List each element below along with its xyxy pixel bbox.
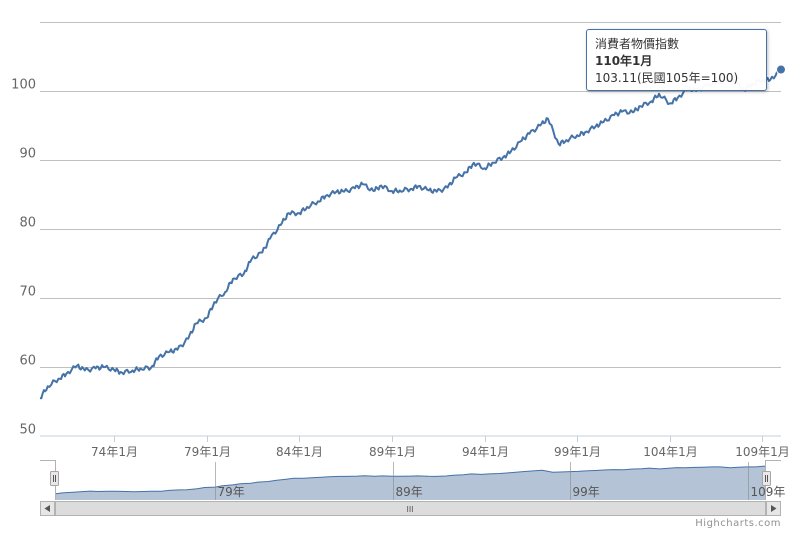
series-line[interactable] — [39, 68, 782, 400]
tooltip-date: 110年1月 — [595, 54, 653, 68]
x-tick-label: 109年1月 — [735, 445, 790, 459]
navigator-area — [55, 466, 766, 500]
x-tick-label: 94年1月 — [462, 445, 509, 459]
x-tick-label: 79年1月 — [184, 445, 231, 459]
y-axis: 50 60 70 80 90 100 — [11, 78, 36, 438]
navigator-label: 99年 — [573, 485, 600, 499]
tooltip: 消費者物價指數 110年1月 103.11(民國105年=100) — [586, 29, 767, 91]
scrollbar-left-arrow-icon — [44, 505, 50, 512]
navigator-label: 109年 — [751, 485, 786, 499]
navigator-right-handle[interactable] — [762, 471, 771, 486]
hover-point[interactable] — [776, 64, 786, 75]
y-gridlines — [40, 22, 781, 368]
navigator-line — [54, 465, 767, 495]
y-tick-label: 80 — [19, 216, 36, 231]
credits-link[interactable]: Highcharts.com — [695, 518, 781, 529]
x-axis: 74年1月 79年1月 84年1月 89年1月 94年1月 99年1月 104年1月 109年… — [91, 436, 790, 459]
x-tick-label: 84年1月 — [276, 445, 323, 459]
scrollbar[interactable]: III — [40, 501, 781, 516]
navigator-labels: 79年 89年 99年 109年 — [215, 462, 786, 500]
tooltip-value: 103.11(民國105年=100) — [595, 71, 739, 85]
y-tick-label: 60 — [19, 354, 36, 369]
y-tick-label: 50 — [19, 423, 36, 438]
navigator-left-handle[interactable] — [50, 471, 59, 486]
y-tick-label: 70 — [19, 285, 36, 300]
x-tick-label: 104年1月 — [643, 445, 698, 459]
y-tick-label: 90 — [19, 147, 36, 162]
scrollbar-thumb[interactable] — [55, 501, 766, 516]
navigator[interactable]: 79年 89年 99年 109年 — [40, 460, 785, 500]
scrollbar-right-arrow-icon — [771, 505, 777, 512]
x-tick-label: 99年1月 — [554, 445, 601, 459]
x-tick-label: 89年1月 — [369, 445, 416, 459]
x-tick-label: 74年1月 — [91, 445, 138, 459]
navigator-label: 89年 — [396, 485, 423, 499]
navigator-label: 79年 — [218, 485, 245, 499]
scrollbar-grip[interactable]: III — [406, 505, 413, 514]
tooltip-series-name: 消費者物價指數 — [595, 37, 680, 51]
y-tick-label: 100 — [11, 78, 36, 93]
plot-series — [39, 64, 786, 400]
